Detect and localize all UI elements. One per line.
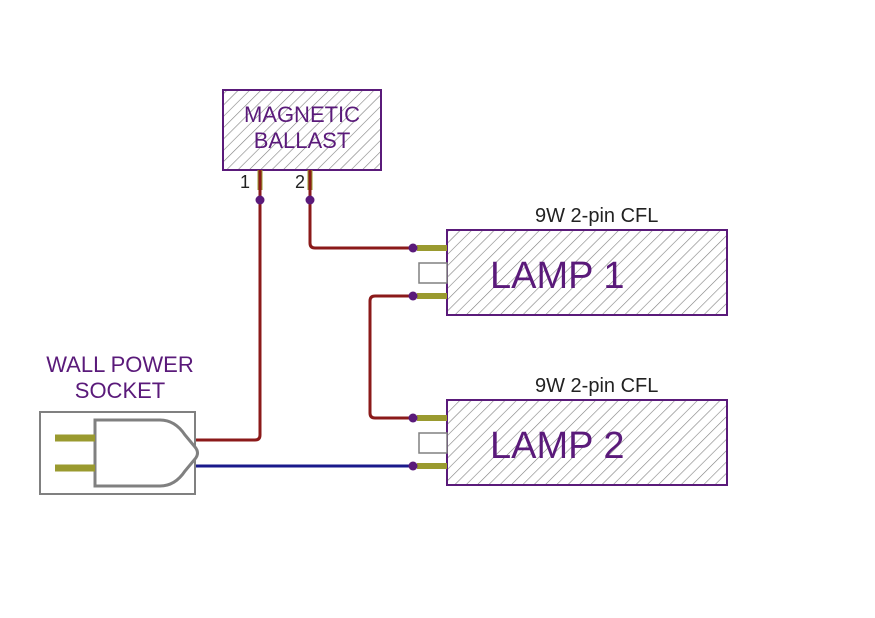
lamp1-label: LAMP 1 [490,255,624,297]
ballast-label-1: MAGNETIC [244,102,360,127]
socket-title-1: WALL POWER [46,352,194,377]
ballast-pin2-to-lamp1-top [310,170,447,248]
junction-node [409,292,418,301]
lamp2-socket-tab [419,433,447,453]
lamp-2: 9W 2-pin CFL LAMP 2 [417,375,727,485]
wiring-diagram: MAGNETIC BALLAST 1 2 9W 2-pin CFL LAMP 1… [0,0,875,618]
junction-node [256,196,265,205]
junction-node [306,196,315,205]
wires [195,170,447,466]
ballast-pin2-label: 2 [295,172,305,192]
lamp1-title: 9W 2-pin CFL [535,205,658,227]
lamp1-bot-to-lamp2-top [370,296,447,418]
ballast-label-2: BALLAST [254,128,351,153]
magnetic-ballast: MAGNETIC BALLAST 1 2 [223,90,381,192]
junction-node [409,414,418,423]
plug-body [95,420,198,486]
ballast-pin1-label: 1 [240,172,250,192]
junction-node [409,462,418,471]
lamp1-socket-tab [419,263,447,283]
lamp2-title: 9W 2-pin CFL [535,375,658,397]
lamp2-label: LAMP 2 [490,425,624,467]
ballast-pin1-to-socket-hot [195,170,260,440]
lamp-1: 9W 2-pin CFL LAMP 1 [417,205,727,315]
wall-power-socket: WALL POWER SOCKET [40,352,198,494]
socket-title-2: SOCKET [75,378,165,403]
junction-node [409,244,418,253]
junction-nodes [256,196,418,471]
